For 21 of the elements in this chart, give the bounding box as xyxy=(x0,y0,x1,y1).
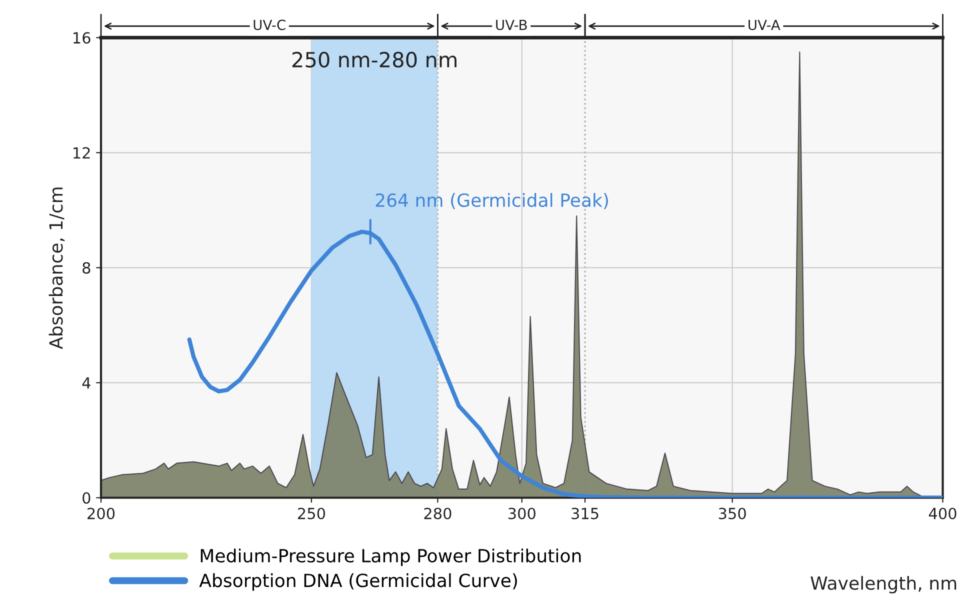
x-tick-label: 350 xyxy=(718,508,746,520)
band-label: UV-B xyxy=(496,20,527,30)
band-label: UV-C xyxy=(254,20,286,30)
x-tick-label: 250 xyxy=(298,508,326,520)
y-tick-label: 16 xyxy=(74,32,90,44)
legend-label: Absorption DNA (Germicidal Curve) xyxy=(199,573,517,591)
y-tick-label: 4 xyxy=(82,377,90,389)
y-tick-label: 8 xyxy=(82,262,90,274)
x-tick-label: 200 xyxy=(88,508,115,520)
x-tick-label: 400 xyxy=(928,508,956,520)
y-tick-label: 0 xyxy=(82,492,90,504)
x-tick-label: 300 xyxy=(508,508,536,520)
y-tick-label: 12 xyxy=(74,147,90,158)
x-tick-label: 280 xyxy=(424,508,452,520)
y-axis-title: Absorbance, 1/cm xyxy=(48,188,65,350)
annotation: 264 nm (Germicidal Peak) xyxy=(376,193,608,210)
band-label: 250 nm-280 nm xyxy=(292,52,456,68)
legend-label: Medium-Pressure Lamp Power Distribution xyxy=(200,548,581,566)
x-tick-label: 315 xyxy=(572,508,598,520)
band-label: UV-A xyxy=(748,20,780,30)
x-axis-title: Wavelength, nm xyxy=(810,576,956,594)
